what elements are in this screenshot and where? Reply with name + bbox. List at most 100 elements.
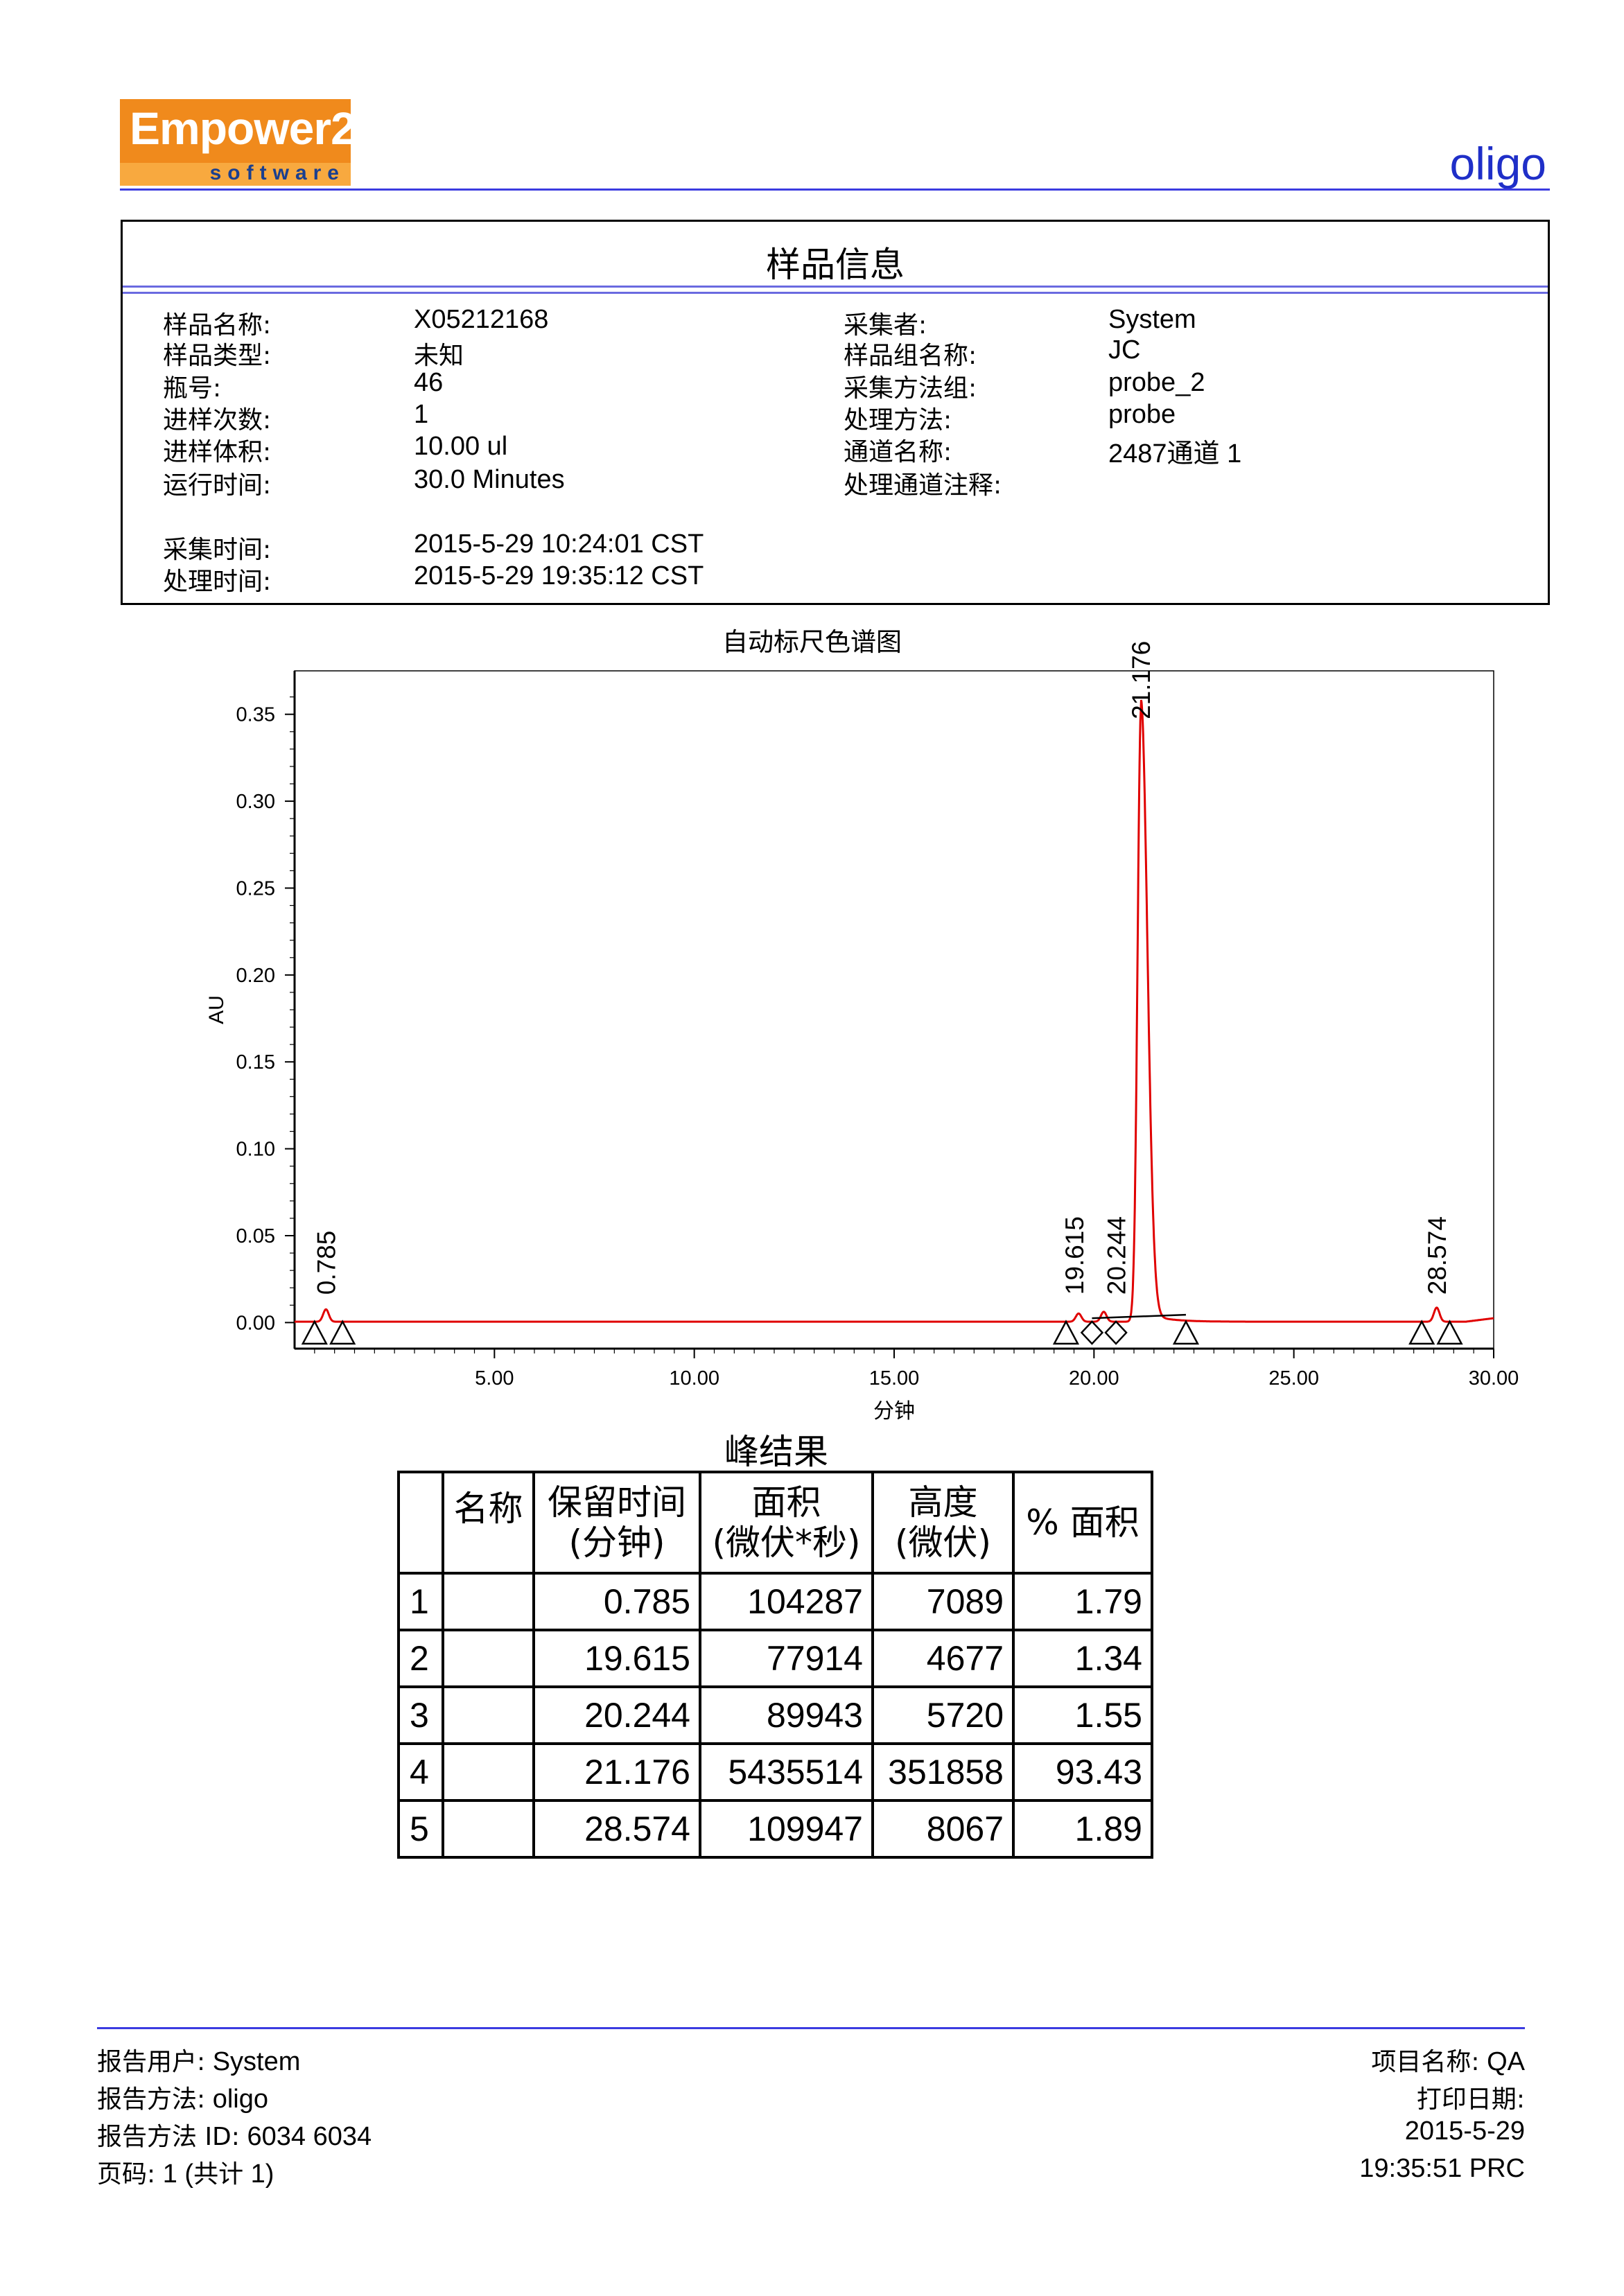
footer-print-date-label: 打印日期: (1417, 2079, 1525, 2115)
cell-rt: 0.785 (532, 1572, 701, 1631)
field-value: 1 (414, 400, 429, 429)
sample-info-title: 样品信息 (766, 245, 905, 285)
footer-label: 打印日期: (1416, 2085, 1525, 2114)
cell-height: 5720 (871, 1685, 1015, 1745)
field-label: 处理通道注释: (844, 471, 1002, 500)
footer-report-method-id: 报告方法 ID: 6034 6034 (97, 2117, 372, 2153)
header-divider (120, 189, 1550, 191)
footer-report-user: 报告用户: System (97, 2042, 300, 2078)
baseline-marker-triangle (1052, 1320, 1080, 1345)
field-value: 10.00 ul (414, 432, 508, 461)
footer-value: oligo (212, 2085, 268, 2114)
cell-area: 89943 (699, 1685, 874, 1745)
cell-name (442, 1742, 535, 1802)
logo-sub-band: software (120, 161, 351, 186)
cell-pct: 1.34 (1012, 1629, 1153, 1688)
peak-label: 21.176 (1127, 641, 1155, 719)
field-value: 30.0 Minutes (414, 465, 565, 494)
peak-labels: 0.785 19.615 20.244 21.176 28.574 (312, 641, 1451, 1295)
y-tick-label: 0.05 (236, 1225, 275, 1247)
field-label: 样品组名称: (844, 342, 977, 370)
cell-rt: 19.615 (532, 1629, 701, 1688)
chart-title: 自动标尺色谱图 (722, 627, 902, 657)
cell-area: 5435514 (699, 1742, 874, 1802)
field-label: 运行时间: (163, 471, 272, 500)
table-row: 5 28.574 109947 8067 1.89 (397, 1799, 1153, 1859)
footer-project: 项目名称: QA (1371, 2042, 1525, 2078)
baseline-marker-triangle (1436, 1320, 1463, 1345)
empower-logo: Empower2 software (120, 99, 356, 186)
cell-height: 7089 (871, 1572, 1015, 1631)
field-label: 样品名称: (163, 311, 272, 340)
peak-label: 0.785 (312, 1231, 340, 1295)
peak-results-title: 峰结果 (724, 1432, 828, 1472)
header-rt: 保留时间 (分钟) (532, 1471, 701, 1575)
field-value: probe (1108, 400, 1176, 429)
peak-label: 28.574 (1423, 1216, 1451, 1295)
footer-label: 项目名称: (1371, 2048, 1480, 2076)
table-row: 2 19.615 77914 4677 1.34 (397, 1629, 1153, 1688)
field-label: 进样体积: (163, 438, 272, 466)
y-tick-label: 0.35 (236, 704, 275, 726)
footer-print-time: 19:35:51 PRC (1359, 2154, 1525, 2183)
baseline-markers (301, 1320, 1463, 1345)
field-label: 瓶号: (163, 374, 222, 403)
logo-main-band: Empower2 (120, 99, 356, 163)
field-value: 未知 (414, 342, 464, 370)
cell-rt: 21.176 (532, 1742, 701, 1802)
cell-name (442, 1685, 535, 1745)
field-label: 通道名称: (844, 438, 952, 466)
footer-label: 报告方法 ID: (97, 2123, 240, 2151)
cell-index: 5 (397, 1799, 444, 1859)
cell-name (442, 1572, 535, 1631)
logo-text: Empower2 (130, 103, 356, 154)
footer-value: System (212, 2047, 301, 2076)
chromatogram-chart: 0.00 0.05 0.10 0.15 0.20 0.25 0.30 0.35 5.00 10.0… (205, 641, 1519, 1423)
baseline-marker-triangle (1172, 1320, 1200, 1345)
cell-height: 351858 (871, 1742, 1015, 1802)
field-value: 2487通道 1 (1108, 439, 1242, 468)
report-name: oligo (1449, 138, 1546, 189)
cell-area: 104287 (699, 1572, 874, 1631)
x-tick-label: 5.00 (475, 1367, 514, 1390)
header-index (397, 1471, 444, 1575)
cell-area: 109947 (699, 1799, 874, 1859)
field-label: 样品类型: (163, 342, 272, 370)
sample-info-box: 样品信息 样品名称: X05212168 样品类型: 未知 瓶号: 46 进样次… (121, 220, 1550, 605)
footer-page: 页码: 1 (共计 1) (97, 2154, 274, 2190)
cell-index: 1 (397, 1572, 444, 1631)
chromatogram-trace (295, 699, 1494, 1323)
plot-frame (294, 670, 1494, 1349)
y-tick-label: 0.10 (236, 1139, 275, 1161)
table-row: 3 20.244 89943 5720 1.55 (397, 1685, 1153, 1745)
field-value: 2015-5-29 10:24:01 CST (414, 529, 704, 559)
field-label: 处理方法: (844, 406, 952, 435)
y-tick-label: 0.30 (236, 791, 275, 813)
footer-value: 6034 6034 (247, 2122, 372, 2151)
y-tick-label: 0.25 (236, 877, 275, 900)
cell-index: 2 (397, 1629, 444, 1688)
cell-name (442, 1799, 535, 1859)
cell-pct: 1.55 (1012, 1685, 1153, 1745)
footer-label: 页码: (97, 2160, 156, 2189)
x-tick-label: 25.00 (1268, 1367, 1319, 1390)
x-axis-label: 分钟 (873, 1400, 915, 1423)
footer-value: 1) (243, 2159, 274, 2189)
footer-label: 报告方法: (97, 2085, 206, 2114)
footer-value: 1 ( (162, 2159, 194, 2189)
peak-results-table: 名称 保留时间 (分钟) 面积 (微伏*秒) 高度 (微伏) % 面积 1 0.… (397, 1471, 1153, 1859)
field-label: 采集时间: (163, 536, 272, 564)
footer-label: 报告用户: (97, 2048, 206, 2076)
field-value: 46 (414, 368, 444, 397)
field-label: 进样次数: (163, 406, 272, 435)
cell-rt: 28.574 (532, 1799, 701, 1859)
footer-value: QA (1487, 2047, 1525, 2076)
field-label: 采集者: (844, 311, 927, 340)
field-label: 采集方法组: (844, 374, 977, 403)
header-name: 名称 (442, 1471, 535, 1575)
footer-divider (97, 2027, 1525, 2029)
y-tick-label: 0.00 (236, 1312, 275, 1334)
field-label: 处理时间: (163, 568, 272, 596)
baseline-marker-triangle (301, 1320, 328, 1345)
x-tick-label: 20.00 (1069, 1367, 1119, 1390)
